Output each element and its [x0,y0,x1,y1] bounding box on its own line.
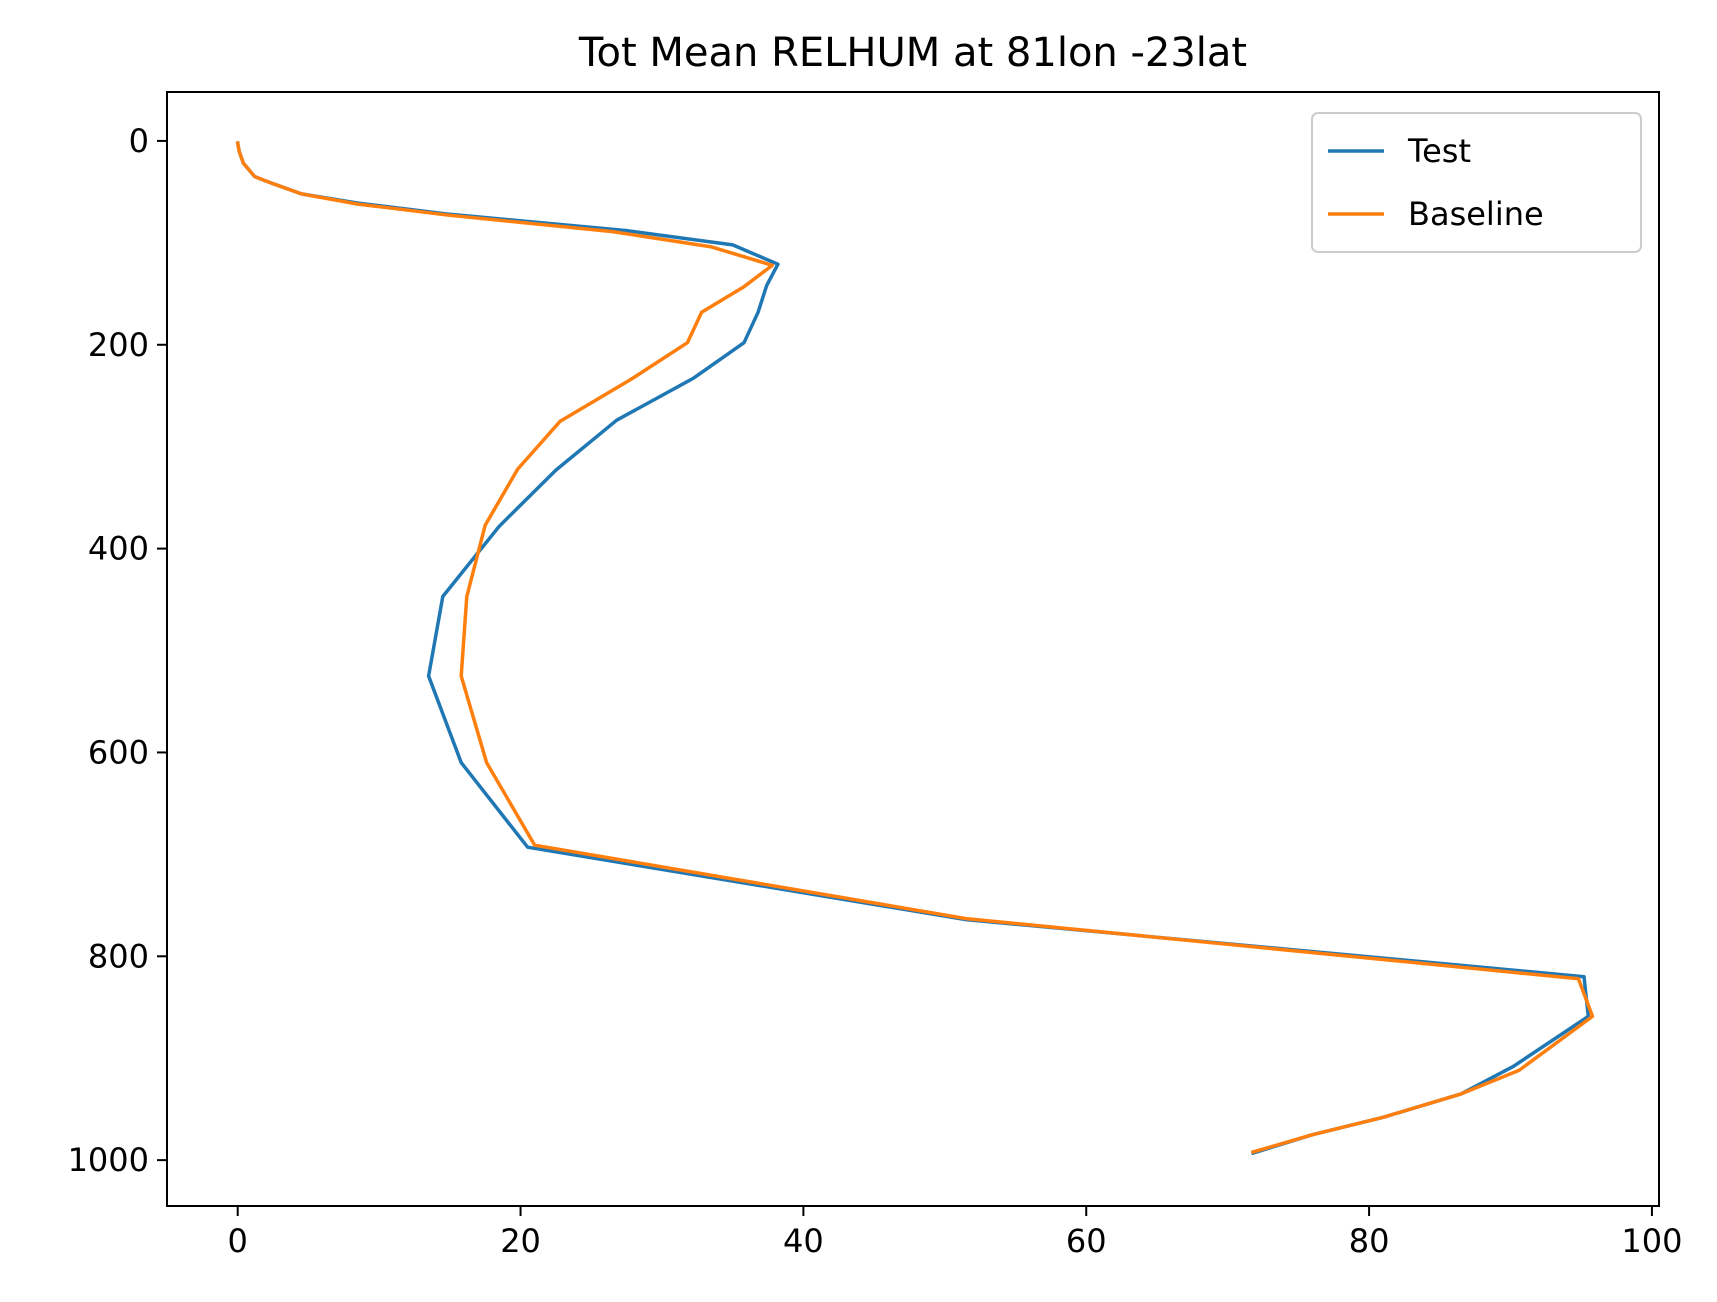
y-tick-label: 600 [88,733,149,771]
x-tick-label: 20 [500,1222,541,1260]
x-tick-label: 80 [1349,1222,1390,1260]
y-tick-label: 0 [129,122,149,160]
plot-area [166,91,1660,1207]
y-axis: 0 200 400 600 800 1000 [68,122,167,1179]
x-tick-label: 100 [1621,1222,1682,1260]
y-tick-label: 1000 [68,1141,149,1179]
series-lines [235,140,1595,1156]
x-tick-label: 60 [1066,1222,1107,1260]
x-axis: 0 20 40 60 80 100 [228,1206,1682,1260]
legend-box [1311,112,1642,253]
legend-label-baseline: Baseline [1408,195,1544,233]
chart-title: Tot Mean RELHUM at 81lon -23lat [578,30,1247,76]
y-tick-label: 200 [88,326,149,364]
series-line-baseline [235,140,1595,1155]
legend-label-test: Test [1407,132,1471,170]
x-tick-label: 40 [783,1222,824,1260]
x-tick-label: 0 [228,1222,248,1260]
legend: Test Baseline [1311,112,1642,253]
y-tick-label: 800 [88,937,149,975]
y-tick-label: 400 [88,530,149,568]
